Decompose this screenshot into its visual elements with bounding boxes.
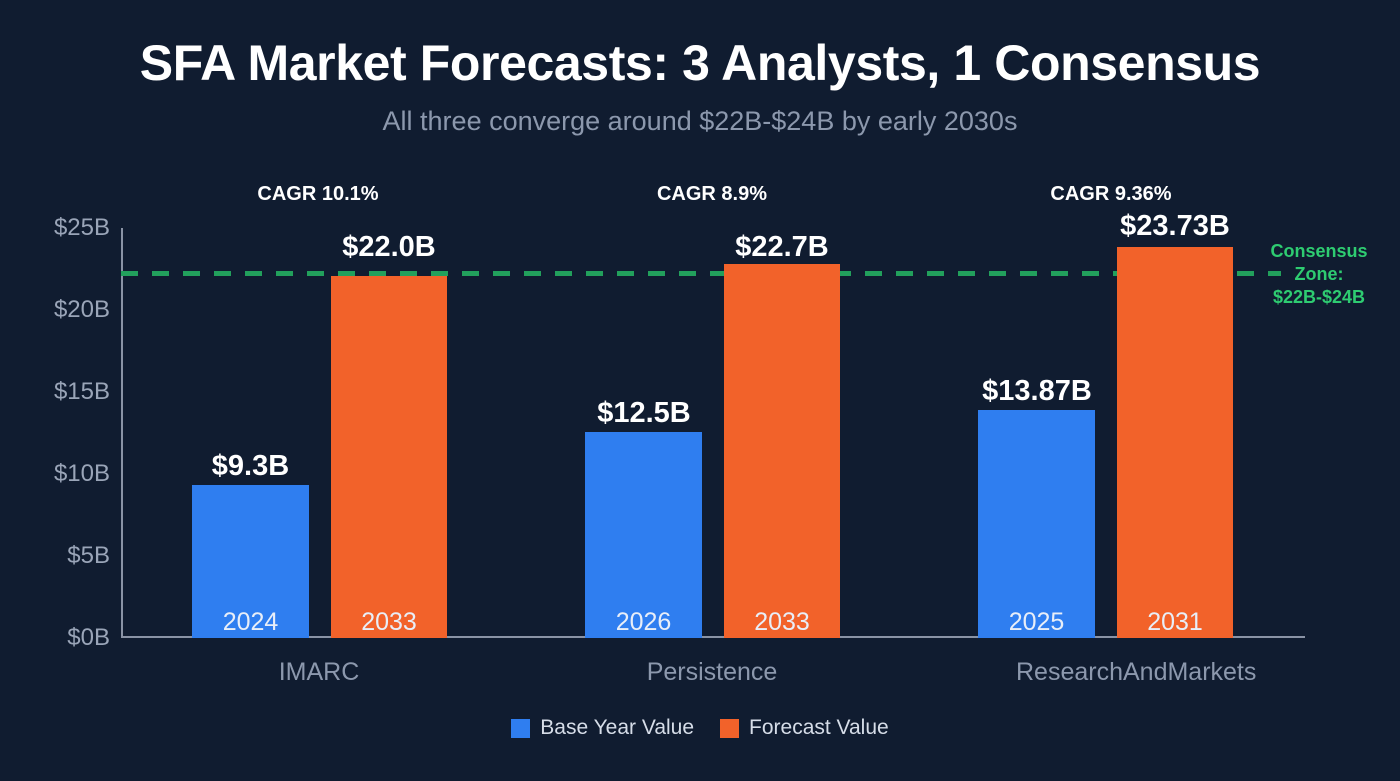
chart-subtitle: All three converge around $22B-$24B by e… — [382, 106, 1018, 136]
consensus-label-line-2: Zone: — [1294, 264, 1344, 285]
legend-label: Base Year Value — [540, 716, 695, 739]
y-axis-line — [121, 228, 123, 638]
bar-base-researchandmarkets[interactable] — [978, 410, 1095, 638]
y-tick-label: $0B — [67, 624, 110, 651]
legend-item-base-year-value[interactable]: Base Year Value — [511, 716, 694, 740]
consensus-zone-label: Consensus Zone: $22B-$24B — [1244, 240, 1394, 309]
bar-year-label: 2026 — [615, 608, 672, 636]
bar-value-label: $23.73B — [1120, 210, 1230, 242]
consensus-label-line-1: Consensus — [1270, 241, 1368, 261]
bar-forecast-persistence[interactable] — [724, 264, 840, 638]
category-label-researchandmarkets: ResearchAndMarkets — [1016, 658, 1257, 686]
y-tick-label: $25B — [53, 214, 110, 241]
bar-year-label: 2033 — [361, 608, 417, 636]
bar-value-label: $22.0B — [342, 231, 436, 263]
bar-value-label: $22.7B — [735, 231, 829, 263]
bar-value-label: $13.87B — [982, 375, 1092, 407]
y-tick-label: $15B — [53, 378, 110, 405]
legend-swatch-icon — [511, 718, 531, 738]
chart-header: SFA Market Forecasts: 3 Analysts, 1 Cons… — [0, 0, 1400, 137]
legend-label: Forecast Value — [749, 716, 889, 739]
consensus-label-line-3: $22B-$24B — [1272, 287, 1366, 308]
y-axis: $0B $5B $10B $15B $20B $25B — [22, 0, 110, 781]
legend-item-forecast-value[interactable]: Forecast Value — [720, 716, 889, 740]
page-title: SFA Market Forecasts: 3 Analysts, 1 Cons… — [139, 35, 1261, 91]
bar-base-imarc[interactable] — [192, 485, 309, 638]
bar-value-label: $12.5B — [597, 397, 691, 429]
cagr-annotation: CAGR 9.36% — [1050, 183, 1172, 205]
bar-year-label: 2033 — [754, 608, 810, 636]
y-tick-label: $10B — [53, 460, 110, 487]
cagr-annotation: CAGR 8.9% — [656, 183, 768, 205]
cagr-annotation: CAGR 10.1% — [257, 183, 379, 205]
legend-swatch-icon — [720, 718, 740, 738]
bar-base-persistence[interactable] — [585, 432, 702, 638]
y-tick-label: $20B — [53, 296, 110, 323]
chart-legend: Base Year Value Forecast Value — [0, 716, 1400, 740]
bar-year-label: 2031 — [1147, 608, 1203, 636]
bar-forecast-researchandmarkets[interactable] — [1117, 247, 1233, 638]
bar-year-label: 2025 — [1008, 608, 1065, 636]
bar-value-label: $9.3B — [211, 450, 290, 482]
category-label-persistence: Persistence — [646, 658, 778, 686]
category-label-imarc: IMARC — [278, 658, 360, 686]
y-tick-label: $5B — [67, 542, 110, 569]
bar-forecast-imarc[interactable] — [331, 276, 447, 638]
x-axis-line — [121, 636, 1305, 638]
consensus-reference-line — [121, 271, 1281, 276]
bar-year-label: 2024 — [222, 608, 279, 636]
